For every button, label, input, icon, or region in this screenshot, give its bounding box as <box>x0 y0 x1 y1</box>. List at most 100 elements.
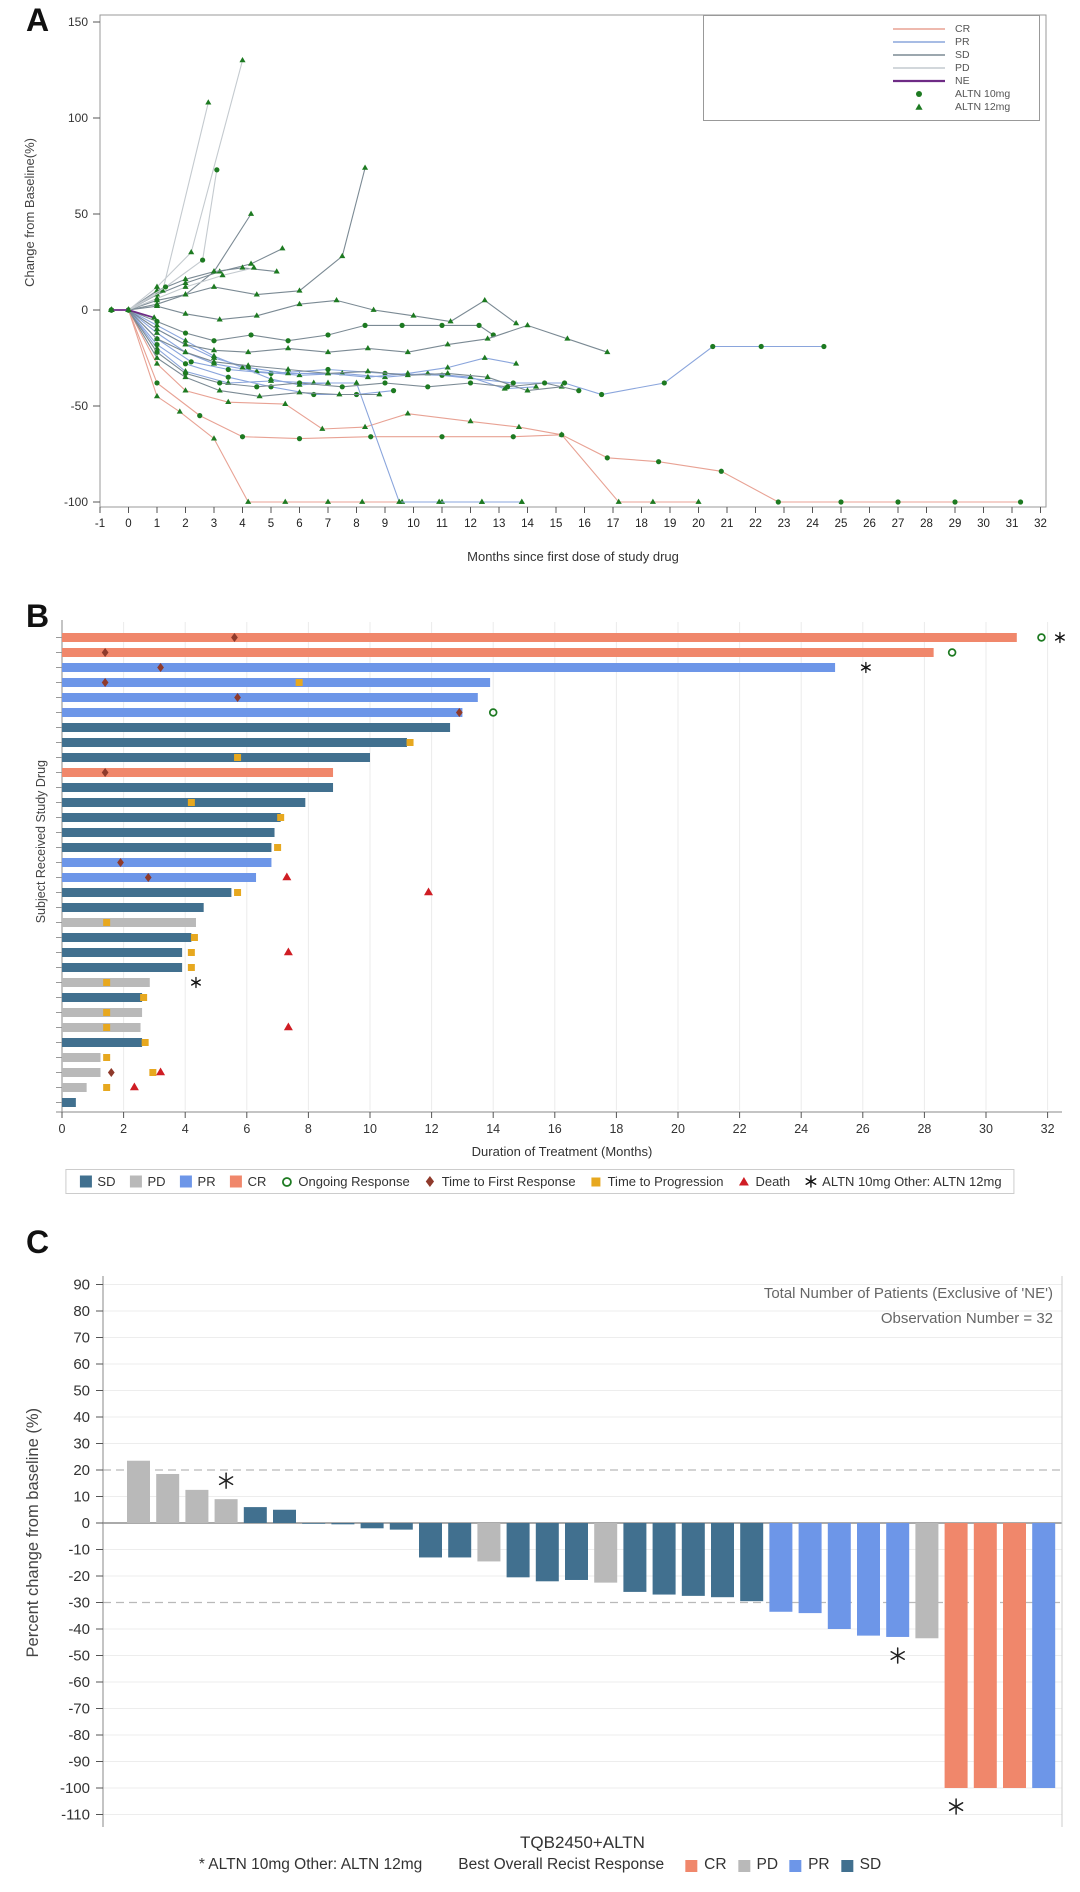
legend-item-sd: SD <box>78 1174 115 1189</box>
altn10-dot-marker <box>239 434 246 440</box>
ring-icon <box>281 1177 292 1187</box>
triangle-marker <box>153 321 161 328</box>
swimmer-bar-sd <box>62 783 334 792</box>
swatch-icon <box>180 1175 193 1188</box>
waterfall-bar-pr <box>1032 1523 1056 1788</box>
legend-item-sd: SD <box>840 1856 882 1874</box>
x-tick-label: 15 <box>550 518 563 530</box>
swimmer-bar-pd <box>62 1053 101 1062</box>
series-line-sd <box>111 248 283 311</box>
triangle-marker <box>695 498 702 504</box>
altn10-dot-marker <box>154 341 160 348</box>
triangle-marker <box>182 373 189 380</box>
y-tick-label: 30 <box>73 1436 90 1453</box>
x-tick-label: 8 <box>305 1122 312 1136</box>
waterfall-bar-pd <box>214 1499 238 1523</box>
triangle-marker <box>283 947 293 956</box>
panel-c-legend: * ALTN 10mg Other: ALTN 12mg Best Overall… <box>199 1856 881 1874</box>
triangle-marker <box>153 393 161 399</box>
triangle-marker <box>424 887 434 896</box>
waterfall-bar-sd <box>681 1523 705 1596</box>
triangle-marker <box>604 348 611 355</box>
x-tick-label: 4 <box>182 1122 189 1136</box>
triangle-marker <box>410 312 417 318</box>
triangle-marker <box>370 306 377 312</box>
progression-marker <box>234 754 242 761</box>
waterfall-bar-pd <box>594 1523 618 1583</box>
progression-marker <box>274 844 282 851</box>
series-line-cr <box>111 309 1021 503</box>
triangle-marker <box>182 337 189 343</box>
altn10-dot-marker <box>710 343 716 350</box>
legend-item-cr: CR <box>704 23 1029 36</box>
diamond-marker <box>234 693 241 702</box>
diamond-marker <box>101 648 109 657</box>
y-tick-label: 70 <box>73 1330 90 1347</box>
legend-line-swatch <box>893 28 945 30</box>
altn10-dot-marker <box>285 338 291 344</box>
legend-label: Time to First Response <box>441 1174 576 1189</box>
triangle-marker <box>359 498 366 504</box>
waterfall-bar-pr <box>827 1523 851 1629</box>
legend-label: ALTN 10mg Other: ALTN 12mg <box>822 1174 1002 1189</box>
triangle-marker <box>176 408 183 414</box>
series-line-sd <box>111 167 366 311</box>
altn10-dot-marker <box>561 380 568 386</box>
swimmer-bar-sd <box>62 933 192 942</box>
triangle-marker <box>353 379 360 385</box>
x-tick-label: 25 <box>835 518 848 530</box>
series-line-sd <box>111 309 562 392</box>
altn10-dot-marker <box>225 366 231 373</box>
progression-marker <box>406 739 414 746</box>
diamond-icon <box>426 1176 435 1187</box>
progression-marker <box>103 1009 111 1016</box>
swimmer-bar-pd <box>62 1008 143 1017</box>
swimmer-bar-sd <box>62 843 272 852</box>
legend-item-pd: PD <box>737 1856 778 1874</box>
y-tick-label: -60 <box>68 1674 90 1691</box>
triangle-marker <box>324 369 332 376</box>
progression-marker <box>187 799 195 806</box>
legend-label: SD <box>859 1856 882 1873</box>
x-tick-label: 4 <box>239 518 246 530</box>
altn10-dot-marker <box>296 436 303 442</box>
triangle-marker <box>247 210 255 216</box>
y-tick-label: 0 <box>82 1515 90 1532</box>
progression-marker <box>103 1024 111 1031</box>
triangle-marker <box>484 335 491 341</box>
altn10-dot-marker <box>1017 499 1024 505</box>
triangle-marker <box>615 498 622 504</box>
x-tick-label: 2 <box>120 1122 127 1136</box>
x-tick-label: 16 <box>548 1122 562 1136</box>
triangle-marker <box>436 498 443 504</box>
altn10-dot-marker <box>718 468 724 474</box>
x-tick-label: 17 <box>607 518 620 530</box>
triangle-marker <box>738 1177 749 1186</box>
triangle-marker <box>188 249 195 255</box>
triangle-marker <box>159 287 166 293</box>
triangle-marker <box>324 379 332 385</box>
legend-label: PD <box>955 62 970 74</box>
triangle-marker <box>267 375 275 381</box>
y-tick-label: 100 <box>68 111 88 125</box>
waterfall-bar-sd <box>389 1523 413 1530</box>
swimmer-bar-pd <box>62 1068 101 1077</box>
triangle-marker <box>182 348 189 355</box>
triangle-marker <box>182 283 189 289</box>
x-tick-label: 24 <box>794 1122 808 1136</box>
triangle-marker <box>296 287 303 293</box>
altn10-dot-marker <box>197 413 203 419</box>
triangle-icon <box>915 103 923 110</box>
triangle-marker <box>125 306 132 312</box>
x-tick-label: 10 <box>407 518 420 530</box>
altn10-dot-marker <box>758 343 764 350</box>
altn10-dot-marker <box>838 499 844 505</box>
legend-label: SD <box>97 1174 116 1189</box>
ongoing-marker <box>947 648 957 657</box>
progression-marker <box>190 934 198 941</box>
x-tick-label: 24 <box>806 518 819 530</box>
waterfall-bar-pr <box>798 1523 822 1614</box>
legend-note-altn: * ALTN 10mg Other: ALTN 12mg <box>198 1856 423 1873</box>
